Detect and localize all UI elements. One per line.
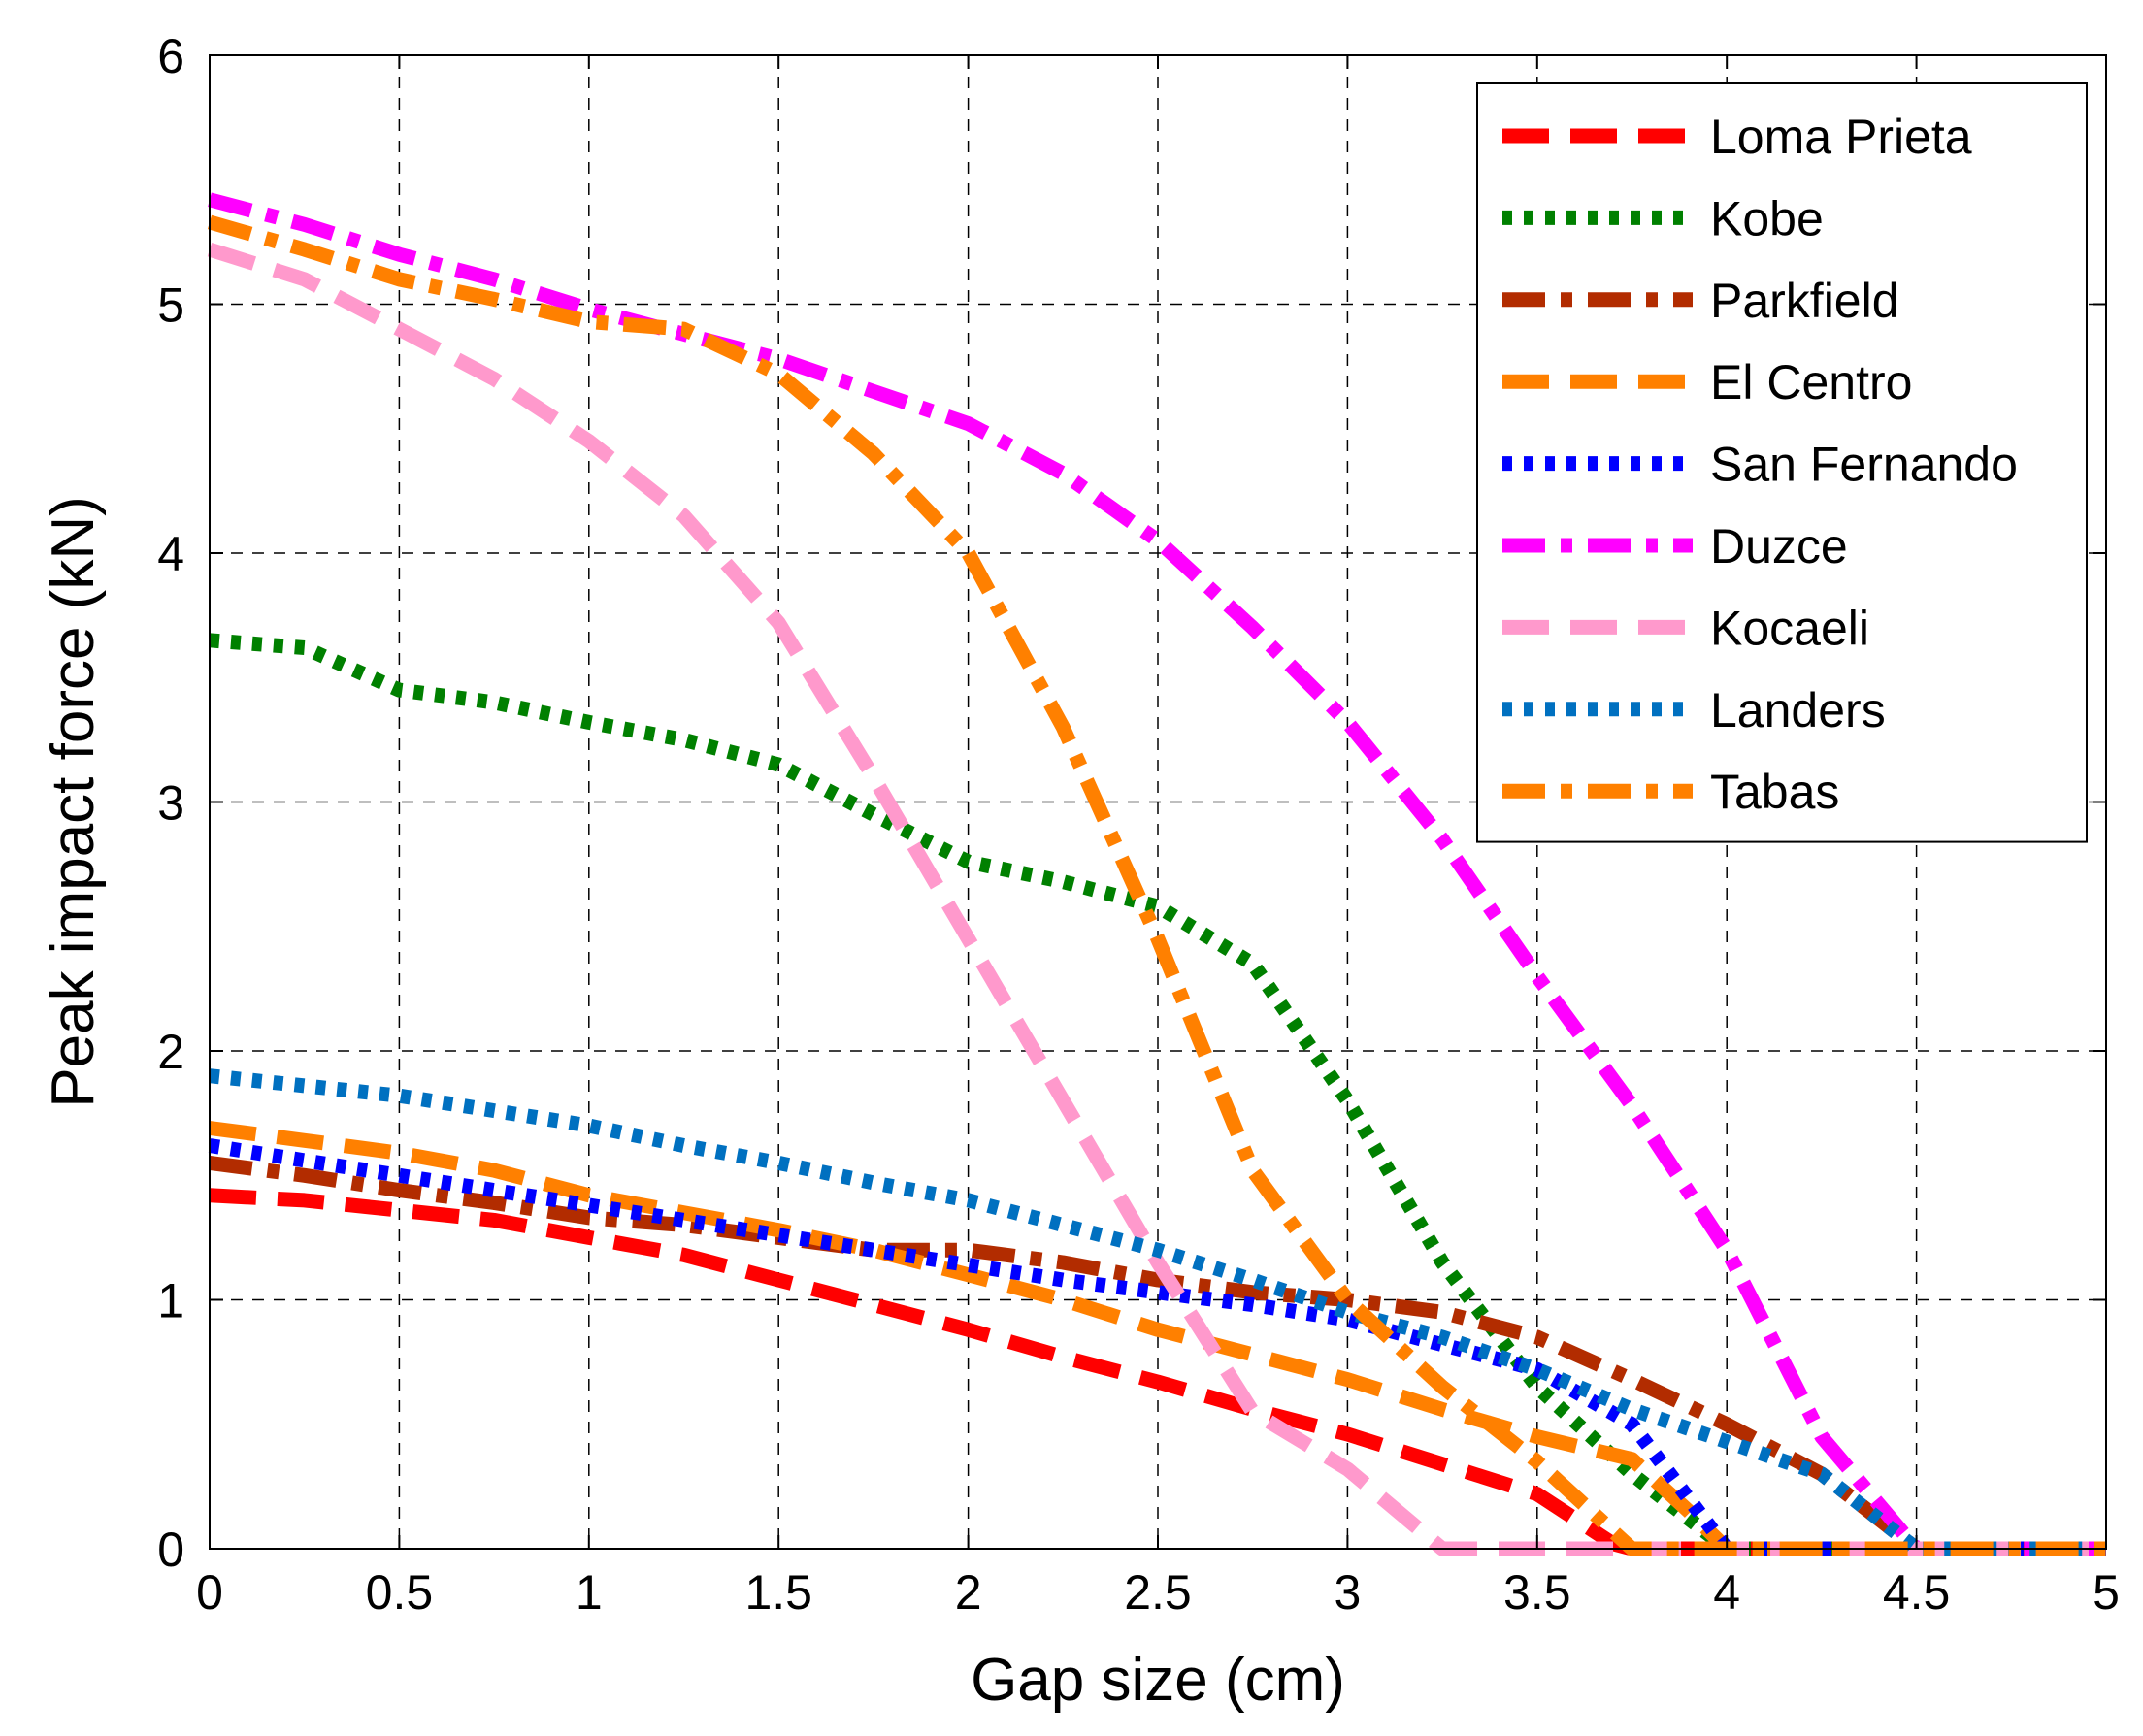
legend-label: Kocaeli bbox=[1710, 601, 1869, 655]
y-tick-label: 5 bbox=[157, 278, 184, 333]
y-tick-label: 3 bbox=[157, 776, 184, 831]
x-tick-label: 0 bbox=[196, 1565, 223, 1620]
x-axis-label: Gap size (cm) bbox=[971, 1647, 1345, 1714]
legend-label: Loma Prieta bbox=[1710, 110, 1972, 164]
x-tick-label: 0.5 bbox=[366, 1565, 434, 1620]
x-tick-label: 3 bbox=[1334, 1565, 1361, 1620]
y-tick-label: 6 bbox=[157, 29, 184, 83]
y-tick-label: 1 bbox=[157, 1274, 184, 1328]
series-line-landers bbox=[209, 1068, 2106, 1556]
y-axis-label: Peak impact force (kN) bbox=[40, 496, 107, 1108]
x-tick-label: 1 bbox=[576, 1565, 603, 1620]
legend-label: Tabas bbox=[1710, 765, 1839, 819]
x-tick-label: 5 bbox=[2093, 1565, 2120, 1620]
legend-label: San Fernando bbox=[1710, 438, 2018, 492]
x-tick-label: 2.5 bbox=[1124, 1565, 1192, 1620]
x-tick-label: 1.5 bbox=[744, 1565, 812, 1620]
y-tick-label: 0 bbox=[157, 1523, 184, 1577]
legend-label: Parkfield bbox=[1710, 274, 1899, 328]
axis-ticks: 0 0.5 1 1.5 2 2.5 3 3.5 4 4.5 5 0 1 2 3 4 5 6 bbox=[157, 29, 2120, 1620]
x-tick-label: 3.5 bbox=[1503, 1565, 1571, 1620]
y-tick-label: 4 bbox=[157, 527, 184, 581]
legend-label: El Centro bbox=[1710, 355, 1912, 409]
legend: Loma Prieta Kobe Parkfield El Centro San Fer… bbox=[1476, 82, 2088, 843]
legend-label: Duzce bbox=[1710, 519, 1848, 573]
x-tick-label: 4.5 bbox=[1883, 1565, 1951, 1620]
series-line-parkfield bbox=[209, 1155, 2106, 1556]
legend-label: Landers bbox=[1710, 683, 1886, 737]
y-tick-label: 2 bbox=[157, 1025, 184, 1079]
x-tick-label: 2 bbox=[955, 1565, 982, 1620]
legend-label: Kobe bbox=[1710, 191, 1824, 246]
series-line-duzce bbox=[208, 192, 2106, 1556]
x-tick-label: 4 bbox=[1713, 1565, 1740, 1620]
series-line-san-fernando bbox=[208, 1138, 2106, 1556]
legend-box bbox=[1476, 82, 2088, 843]
